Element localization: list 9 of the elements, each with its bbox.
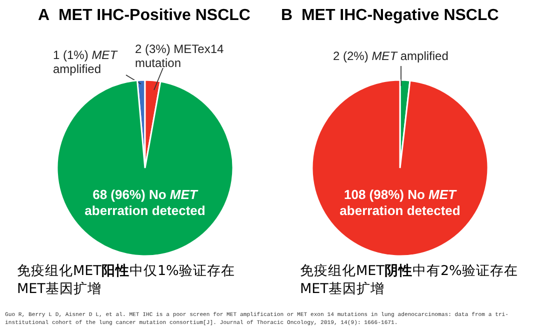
text: 免疫组化MET阴性中有2%验证存在MET基因扩增: [300, 263, 518, 297]
chart-title: B MET IHC-Negative NSCLC: [281, 7, 499, 25]
slice-label: 68 (96%) No MET aberration detected: [84, 187, 206, 219]
slice-label: 2 (2%) MET amplified: [333, 49, 448, 64]
slice-label: 2 (3%) METex14 mutation: [135, 42, 225, 71]
chart-title: A MET IHC-Positive NSCLC: [38, 7, 250, 25]
slice-label: 108 (98%) No MET aberration detected: [338, 187, 462, 219]
slice-label: 1 (1%) MET amplified: [53, 48, 119, 77]
text: 免疫组化MET阳性中仅1%验证存在MET基因扩增: [17, 263, 235, 297]
